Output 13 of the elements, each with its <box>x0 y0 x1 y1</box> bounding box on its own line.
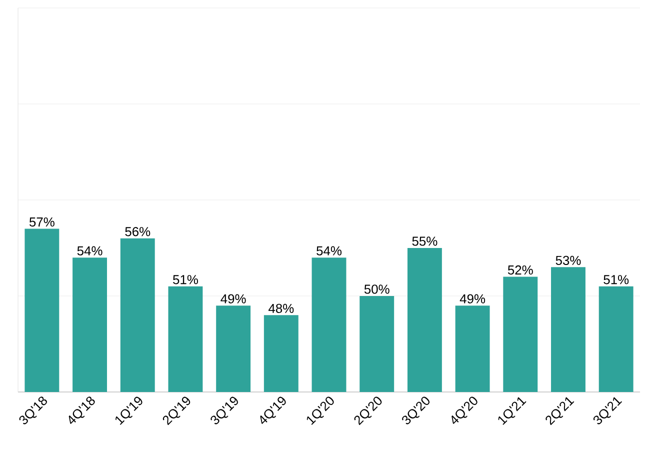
data-label: 54% <box>316 246 342 256</box>
data-label: 55% <box>412 236 438 246</box>
data-label: 54% <box>77 246 102 256</box>
data-label: 53% <box>556 256 581 265</box>
data-label: 56% <box>125 227 150 236</box>
data-label: 49% <box>220 294 246 304</box>
data-label: 48% <box>268 304 294 313</box>
data-label: 50% <box>364 284 390 294</box>
data-label: 51% <box>604 275 629 284</box>
data-label: 52% <box>508 265 533 275</box>
data-label: 57% <box>29 217 54 227</box>
data-label: 51% <box>173 275 198 284</box>
data-label: 49% <box>460 294 486 304</box>
